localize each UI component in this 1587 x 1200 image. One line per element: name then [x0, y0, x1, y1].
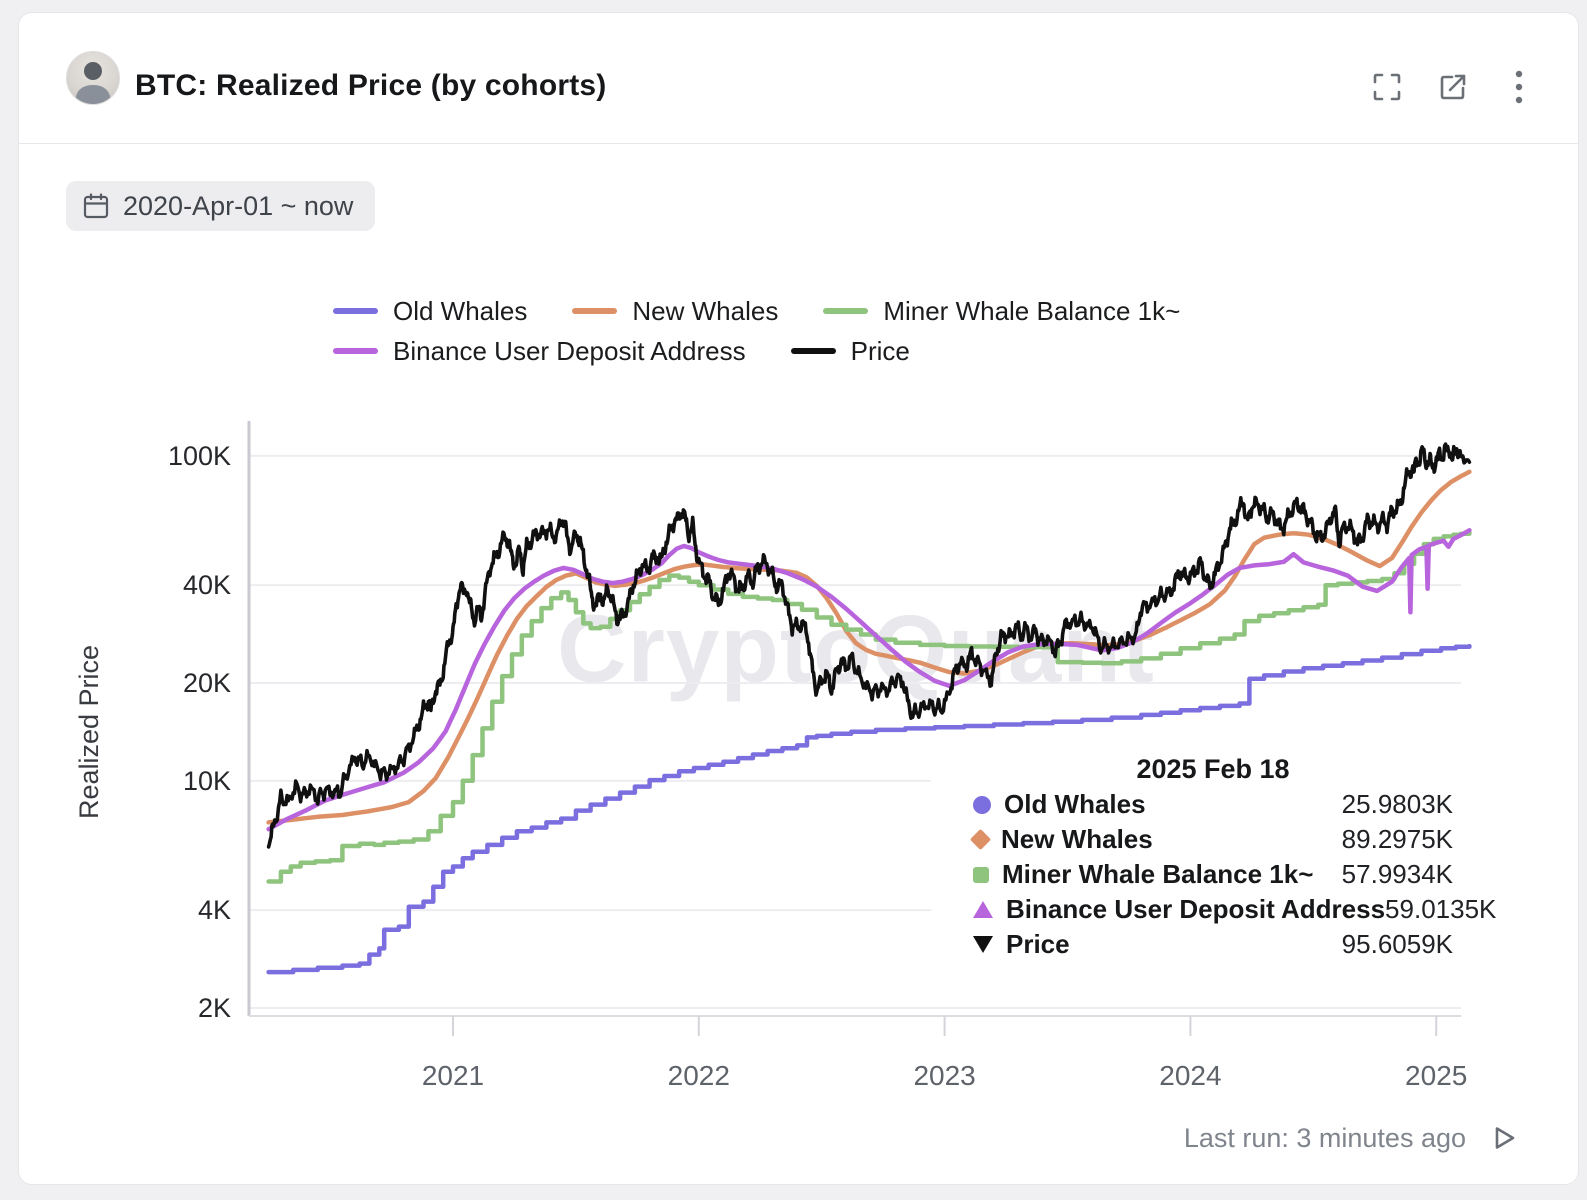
x-tick-label: 2021	[422, 1060, 484, 1091]
chart-card: BTC: Realized Price (by cohorts)	[18, 12, 1579, 1185]
chart-legend: Old Whales New Whales Miner Whale Balance …	[333, 291, 1413, 371]
legend-item-old-whales[interactable]: Old Whales	[333, 296, 527, 327]
y-tick-label: 100K	[168, 441, 231, 471]
legend-item-price[interactable]: Price	[790, 335, 910, 367]
triangle-up-marker-icon	[973, 901, 993, 918]
diamond-marker-icon	[969, 828, 992, 851]
watermark: CryptoQuant	[557, 595, 1155, 702]
x-tick-label: 2025	[1405, 1060, 1467, 1091]
legend-label: Miner Whale Balance 1k~	[883, 295, 1181, 326]
y-axis-title: Realized Price	[74, 645, 104, 819]
tooltip-series-value: 25.9803K	[1341, 789, 1453, 819]
tooltip-row-price: Price 95.6059K	[973, 927, 1453, 962]
tooltip-series-name: New Whales	[1001, 824, 1153, 854]
y-tick-label: 4K	[198, 895, 231, 925]
tooltip-date: 2025 Feb 18	[1136, 754, 1290, 784]
tooltip-series-name: Miner Whale Balance 1k~	[1002, 859, 1314, 889]
y-tick-label: 20K	[183, 668, 231, 698]
legend-swatch	[333, 308, 378, 314]
page-title: BTC: Realized Price (by cohorts)	[135, 69, 607, 102]
tooltip-row-new-whales: New Whales 89.2975K	[969, 822, 1453, 857]
header-divider	[19, 143, 1578, 144]
y-tick-label: 2K	[198, 993, 231, 1023]
card-header: BTC: Realized Price (by cohorts)	[19, 13, 1578, 143]
tooltip-series-name: Price	[1006, 929, 1070, 959]
legend-item-new-whales[interactable]: New Whales	[572, 296, 778, 327]
play-icon[interactable]	[1488, 1122, 1520, 1154]
tooltip-row-binance-user-deposit-address: Binance User Deposit Address 59.0135K	[973, 892, 1496, 927]
avatar[interactable]	[66, 51, 120, 105]
series-line-price	[266, 442, 1472, 849]
legend-label: Old Whales	[393, 295, 528, 326]
tooltip-series-value: 89.2975K	[1341, 824, 1453, 854]
last-run-label: Last run: 3 minutes ago	[1183, 1122, 1466, 1153]
legend-swatch	[572, 308, 618, 314]
legend-swatch	[823, 308, 869, 314]
tooltip-row-miner-whale-balance-1k-: Miner Whale Balance 1k~ 57.9934K	[973, 857, 1453, 892]
x-tick-label: 2023	[913, 1060, 975, 1091]
legend-label: Price	[850, 335, 910, 366]
tooltip-series-value: 59.0135K	[1385, 894, 1497, 924]
tooltip-series-name: Binance User Deposit Address	[1006, 894, 1386, 924]
legend-item-binance-user-deposit-address[interactable]: Binance User Deposit Address	[333, 336, 746, 367]
series-line-old-whales	[266, 643, 1472, 975]
tooltip-series-name: Old Whales	[1004, 789, 1146, 819]
chart-canvas[interactable]: CryptoQuant 100K 40K 20K 10K 4K 2K 2021 2022 2023…	[19, 13, 1579, 1185]
tooltip-series-value: 95.6059K	[1341, 929, 1453, 959]
triangle-down-marker-icon	[973, 936, 993, 953]
fullscreen-icon[interactable]	[1371, 71, 1403, 103]
x-tick-label: 2022	[668, 1060, 730, 1091]
legend-label: New Whales	[632, 295, 779, 326]
date-range-label: 2020-Apr-01 ~ now	[123, 190, 354, 221]
kebab-menu-icon[interactable]	[1503, 70, 1535, 104]
tooltip-row-old-whales: Old Whales 25.9803K	[973, 787, 1453, 822]
y-tick-label: 40K	[183, 570, 231, 600]
x-tick-label: 2024	[1159, 1060, 1221, 1091]
legend-swatch	[333, 348, 378, 354]
series-line-binance-user-deposit-address	[266, 528, 1472, 832]
square-marker-icon	[973, 866, 989, 883]
chart-tooltip: 2025 Feb 18 Old Whales 25.9803K New Whales…	[931, 747, 1496, 968]
date-range-chip[interactable]: 2020-Apr-01 ~ now	[66, 181, 376, 231]
series-line-miner-whale-balance-1k-	[266, 530, 1472, 884]
legend-swatch	[790, 348, 836, 354]
external-link-icon[interactable]	[1437, 71, 1469, 103]
tooltip-series-value: 57.9934K	[1341, 859, 1453, 889]
y-tick-label: 10K	[183, 766, 231, 796]
legend-label: Binance User Deposit Address	[393, 335, 746, 366]
calendar-icon	[82, 192, 110, 220]
legend-item-miner-whale-balance-1k-[interactable]: Miner Whale Balance 1k~	[823, 296, 1180, 327]
circle-marker-icon	[973, 795, 991, 814]
